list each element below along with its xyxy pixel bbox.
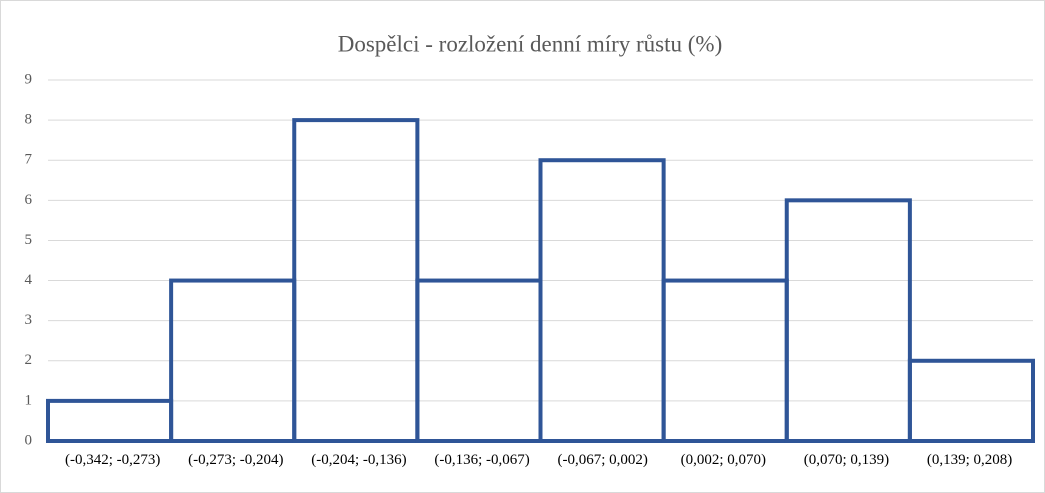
x-tick-label: (-0,342; -0,273) bbox=[65, 452, 161, 468]
x-tick-label: (0,070; 0,139) bbox=[803, 452, 890, 468]
bar bbox=[784, 198, 912, 443]
bar bbox=[907, 358, 1035, 443]
y-tick-label: 3 bbox=[25, 312, 33, 328]
y-tick-label: 4 bbox=[25, 272, 33, 288]
y-tick-label: 0 bbox=[25, 432, 33, 448]
x-tick-label: (-0,136; -0,067) bbox=[434, 452, 530, 468]
x-tick-label: (-0,204; -0,136) bbox=[311, 452, 407, 468]
x-tick-label: (0,002; 0,070) bbox=[680, 452, 767, 468]
y-tick-label: 7 bbox=[25, 152, 33, 168]
chart-title: Dospělci - rozložení denní míry růstu (%… bbox=[338, 31, 723, 56]
y-tick-label: 9 bbox=[25, 71, 33, 87]
y-tick-label: 2 bbox=[25, 352, 33, 368]
y-tick-label: 1 bbox=[25, 392, 33, 408]
y-tick-label: 8 bbox=[25, 112, 33, 128]
x-tick-label: (-0,067; 0,002) bbox=[557, 452, 648, 468]
x-tick-label: (-0,273; -0,204) bbox=[188, 452, 284, 468]
y-tick-label: 5 bbox=[25, 232, 33, 248]
y-tick-label: 6 bbox=[25, 192, 33, 208]
x-tick-label: (0,139; 0,208) bbox=[926, 452, 1013, 468]
